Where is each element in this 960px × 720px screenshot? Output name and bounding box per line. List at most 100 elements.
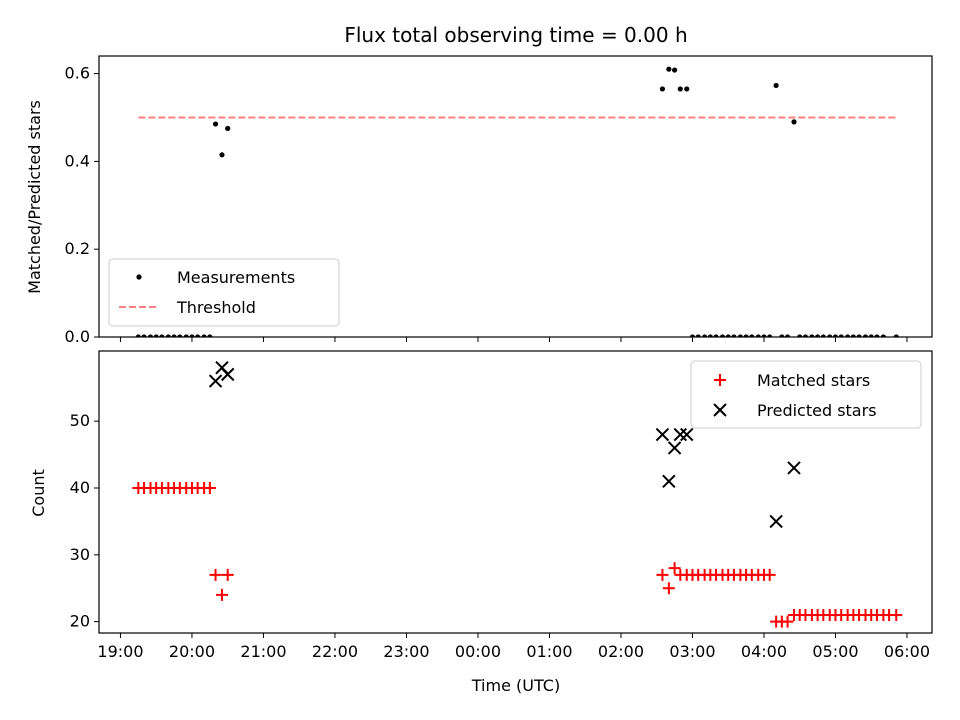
- legend-matched-marker: [714, 374, 726, 386]
- legend-box: [690, 360, 922, 429]
- measurement-point: [201, 334, 207, 337]
- axes-frame: [98, 350, 933, 634]
- measurement-point: [773, 82, 779, 89]
- measurement-point: [820, 334, 826, 337]
- legend-label-measurements: Measurements: [177, 268, 295, 287]
- measurement-point: [659, 86, 666, 92]
- measurement-point: [189, 334, 195, 337]
- measurement-point: [868, 334, 874, 337]
- markers-layer: [132, 360, 903, 628]
- y-tick-label: 0.2: [65, 239, 90, 258]
- matched-star-point: [662, 582, 675, 595]
- predicted-star-point: [220, 367, 235, 382]
- measurement-point: [141, 334, 147, 337]
- measurement-point: [707, 334, 713, 337]
- measurement-point: [702, 334, 708, 337]
- x-tick-label: 01:00: [526, 642, 572, 661]
- measurement-point: [212, 121, 219, 127]
- legend-measurement-marker: [136, 274, 142, 280]
- y-tick-label: 40: [70, 478, 90, 497]
- legend: Matched stars Predicted stars: [690, 360, 922, 429]
- measurement-point: [666, 66, 672, 72]
- matched-star-point: [209, 568, 222, 581]
- measurement-point: [743, 334, 749, 337]
- measurement-point: [731, 334, 737, 337]
- markers-layer: [135, 66, 899, 337]
- x-tick-label: 06:00: [884, 642, 930, 661]
- measurement-point: [135, 334, 141, 337]
- measurement-point: [219, 152, 225, 158]
- measurement-point: [147, 334, 154, 337]
- axes-frame: [98, 55, 933, 338]
- measurement-point: [695, 334, 701, 337]
- measurement-point: [856, 334, 862, 337]
- top-panel: 0.0 0.2 0.4 0.6 Measurements Threshold: [65, 55, 933, 346]
- measurement-point: [797, 334, 803, 337]
- measurement-point: [183, 334, 189, 337]
- y-tick-label: 0.6: [65, 64, 90, 83]
- x-tick-label: 04:00: [741, 642, 787, 661]
- x-tick-label: 03:00: [669, 642, 715, 661]
- matched-star-point: [668, 562, 681, 575]
- measurement-point: [159, 334, 165, 337]
- y-tick-label: 0.4: [65, 151, 90, 170]
- x-tick-label: 05:00: [812, 642, 858, 661]
- x-tick-label: 23:00: [383, 642, 429, 661]
- legend-box: [108, 258, 340, 327]
- y-axis-label-top: Matched/Predicted stars: [25, 100, 44, 294]
- matched-star-point: [203, 481, 216, 494]
- legend-predicted-marker: [713, 403, 727, 417]
- measurement-point: [671, 67, 678, 73]
- x-tick-label: 21:00: [240, 642, 286, 661]
- predicted-star-point: [662, 474, 676, 489]
- measurement-point: [165, 334, 171, 337]
- x-axis-label: Time (UTC): [471, 676, 560, 695]
- matched-star-point: [221, 568, 234, 581]
- measurement-point: [755, 334, 761, 337]
- x-tick-label: 19:00: [97, 642, 143, 661]
- y-tick-label: 20: [70, 612, 90, 631]
- measurement-point: [719, 334, 726, 337]
- predicted-star-point: [769, 514, 783, 529]
- y-tick-label: 50: [70, 411, 90, 430]
- measurement-point: [850, 334, 856, 337]
- measurement-point: [153, 334, 159, 337]
- x-tick-label: 22:00: [312, 642, 358, 661]
- measurement-point: [767, 334, 773, 337]
- predicted-star-point: [667, 441, 682, 455]
- measurement-point: [814, 334, 821, 337]
- measurement-point: [761, 334, 767, 337]
- measurement-point: [177, 334, 183, 337]
- measurement-point: [827, 334, 833, 337]
- measurement-point: [689, 334, 696, 337]
- measurement-point: [225, 125, 231, 132]
- measurement-point: [684, 86, 690, 92]
- matched-star-point: [763, 568, 776, 581]
- measurement-point: [874, 334, 880, 337]
- predicted-star-point: [208, 374, 223, 388]
- legend-label-predicted: Predicted stars: [757, 401, 877, 420]
- x-tick-label: 00:00: [455, 642, 501, 661]
- measurement-point: [713, 334, 719, 337]
- measurement-point: [880, 334, 886, 337]
- y-tick-label: 30: [70, 545, 90, 564]
- matched-star-point: [215, 588, 228, 601]
- measurement-point: [725, 334, 731, 337]
- predicted-star-point: [787, 461, 801, 475]
- legend-label-threshold: Threshold: [176, 298, 256, 317]
- bottom-panel: 20 30 40 50 19:00 20:00 21:00 22:00 23:00 00:00 01…: [70, 350, 933, 661]
- x-tick-label: 20:00: [169, 642, 215, 661]
- measurement-point: [749, 334, 755, 337]
- predicted-star-point: [673, 427, 688, 442]
- measurement-point: [832, 334, 839, 337]
- measurement-point: [784, 334, 791, 337]
- chart-title: Flux total observing time = 0.00 h: [344, 23, 687, 47]
- legend: Measurements Threshold: [108, 258, 340, 327]
- measurement-point: [845, 334, 851, 337]
- x-tick-label: 02:00: [598, 642, 644, 661]
- y-axis-label-bottom: Count: [29, 469, 48, 517]
- measurement-point: [779, 334, 785, 337]
- predicted-star-point: [655, 427, 670, 442]
- measurement-point: [677, 86, 683, 92]
